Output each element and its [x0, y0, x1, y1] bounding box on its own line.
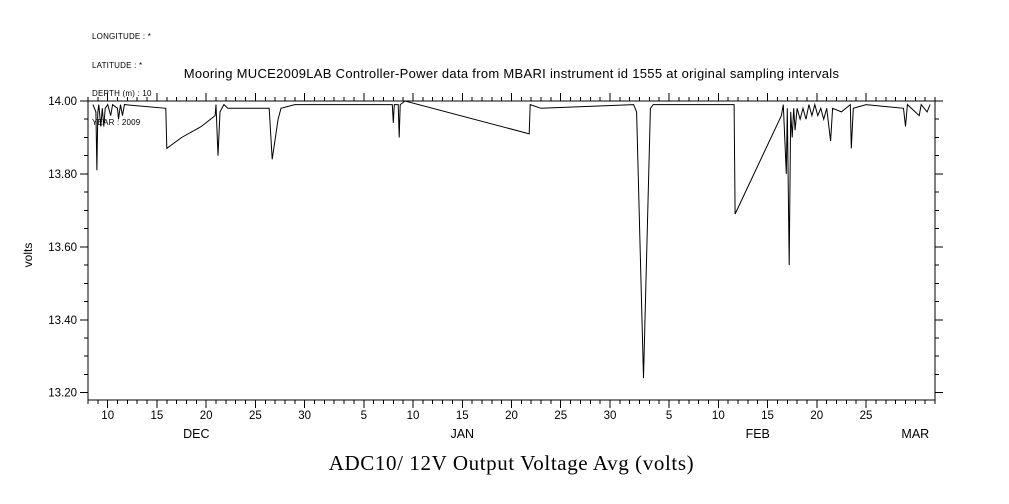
x-tick-label: 25: [554, 410, 567, 422]
y-tick-label: 13.60: [48, 242, 77, 254]
x-tick-label: 10: [407, 410, 420, 422]
x-tick-label: 5: [361, 410, 367, 422]
y-tick-label: 13.40: [48, 315, 77, 327]
x-tick-label: 20: [810, 410, 823, 422]
y-tick-label: 13.20: [48, 388, 77, 400]
x-tick-label: 20: [200, 410, 213, 422]
month-label: JAN: [450, 427, 474, 441]
plot-frame: [87, 100, 936, 401]
x-tick-label: 5: [666, 410, 672, 422]
month-label: FEB: [746, 427, 770, 441]
y-tick-label: 13.80: [48, 169, 77, 181]
x-tick-label: 10: [712, 410, 725, 422]
month-label: DEC: [183, 427, 209, 441]
y-tick-label: 14.00: [48, 96, 77, 108]
metadata-depth: DEPTH (m) : 10: [92, 89, 152, 98]
bottom-title: ADC10/ 12V Output Voltage Avg (volts): [328, 451, 695, 475]
voltage-line: [92, 100, 931, 379]
month-label: MAR: [901, 427, 929, 441]
x-tick-label: 30: [604, 410, 617, 422]
x-tick-label: 10: [101, 410, 114, 422]
x-tick-label: 30: [298, 410, 311, 422]
x-tick-label: 20: [505, 410, 518, 422]
x-tick-label: 25: [860, 410, 873, 422]
metadata-longitude: LONGITUDE : *: [92, 32, 152, 41]
x-tick-label: 25: [249, 410, 262, 422]
metadata-latitude: LATITUDE : *: [92, 60, 143, 70]
plot-title: Mooring MUCE2009LAB Controller-Power dat…: [183, 66, 840, 81]
x-tick-label: 15: [151, 410, 164, 422]
x-tick-label: 15: [761, 410, 774, 422]
x-tick-label: 15: [456, 410, 469, 422]
